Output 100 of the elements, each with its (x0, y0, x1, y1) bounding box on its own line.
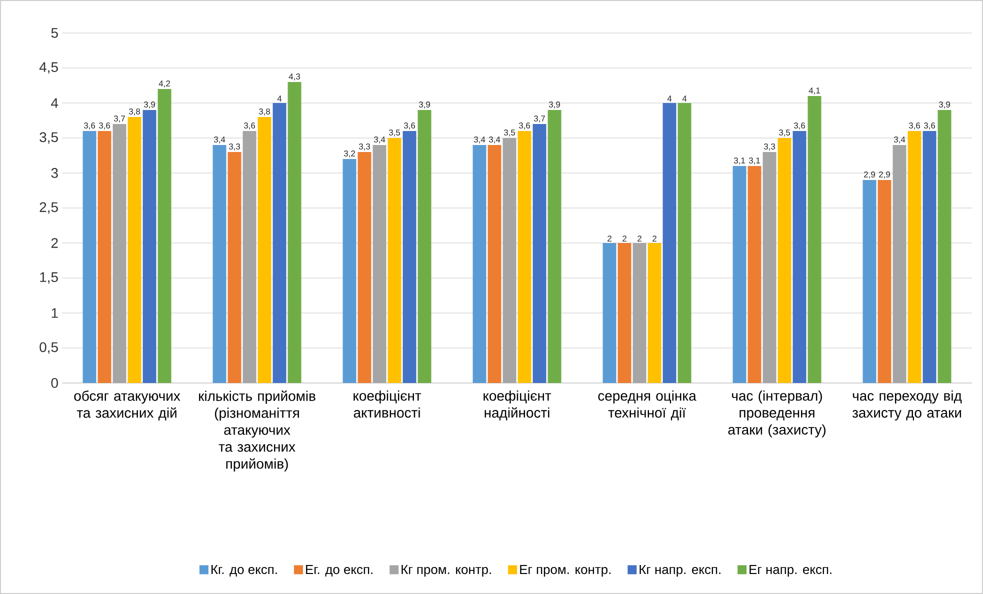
y-tick-label: 0,5 (40, 342, 58, 354)
legend-label: Ег пром. контр. (520, 565, 610, 577)
bar (532, 124, 546, 383)
y-tick-label: 2 (51, 238, 58, 248)
bar (808, 96, 822, 383)
x-tick-label: кількість прийомів (різноманіття атакуючих та захисних прийомів) (199, 390, 316, 472)
bar (358, 152, 372, 383)
x-tick-label: середня оцінка технічної дії (598, 390, 696, 420)
bar (632, 242, 646, 383)
bar (648, 242, 662, 383)
data-label: 3,3 (228, 144, 240, 150)
bar (388, 138, 402, 383)
bar (762, 152, 776, 383)
data-label: 3,6 (794, 122, 806, 130)
bar (908, 130, 922, 383)
bar (402, 130, 416, 383)
legend-label: Кг пром. контр. (402, 565, 491, 577)
legend-label: Ег. до експ. (306, 565, 372, 577)
data-label: 3,9 (938, 102, 950, 108)
data-label: 3,8 (128, 108, 140, 116)
data-label: 4,3 (288, 74, 300, 80)
data-label: 3,6 (98, 122, 110, 130)
bar (792, 130, 806, 383)
y-tick-label: 4,5 (39, 62, 58, 74)
bar (288, 82, 302, 383)
data-label: 3,9 (418, 102, 430, 108)
data-label: 2,9 (864, 172, 875, 178)
data-label: 3,6 (404, 122, 416, 130)
bar (212, 144, 226, 383)
data-label: 3,3 (764, 144, 776, 150)
data-label: 3,7 (114, 116, 125, 122)
x-tick-label: коефіцієнт активності (354, 390, 422, 418)
data-label: 2,9 (879, 172, 890, 178)
y-tick-label: 3,5 (40, 132, 58, 144)
data-label: 3,9 (548, 102, 560, 108)
data-label: 3,4 (214, 136, 226, 144)
bar (258, 116, 272, 383)
data-label: 2 (608, 236, 612, 242)
data-label: 3,5 (388, 130, 400, 136)
y-tick-label: 1,5 (40, 272, 58, 284)
data-label: 3,4 (488, 136, 500, 144)
bar (82, 130, 96, 383)
y-tick-label: 5 (51, 28, 58, 38)
x-tick-label: час (інтервал) проведення атаки (захисту) (728, 390, 826, 438)
y-tick-label: 4 (51, 98, 58, 108)
data-label: 3,6 (244, 122, 256, 130)
y-tick-label: 3 (51, 168, 58, 178)
bar (128, 116, 142, 383)
data-label: 3,5 (778, 130, 790, 136)
bar (748, 166, 762, 383)
bar (662, 102, 676, 383)
bar (618, 242, 632, 383)
data-label: 2 (638, 236, 642, 242)
legend-label: Кг. до експ. (212, 565, 277, 577)
bar (502, 138, 516, 383)
y-tick-label: 1 (52, 308, 58, 318)
bar (678, 102, 692, 383)
data-label: 3,6 (908, 122, 920, 130)
bar (142, 110, 156, 383)
data-label: 3,4 (374, 136, 386, 144)
legend-label: Ег напр. експ. (750, 565, 832, 577)
bar (272, 102, 286, 383)
bar (518, 130, 532, 383)
bar (112, 124, 126, 383)
y-tick-label: 2,5 (40, 202, 58, 214)
bar (862, 180, 876, 383)
bar (342, 158, 356, 383)
legend-label: Кг напр. експ. (640, 565, 720, 577)
x-tick-label: час переходу від захисту до атаки (852, 390, 962, 420)
data-label: 4 (682, 96, 687, 102)
bar (158, 88, 172, 383)
data-label: 3,4 (474, 136, 486, 144)
bar (602, 242, 616, 383)
data-label: 2 (652, 236, 656, 242)
bar (548, 110, 562, 383)
data-label: 2 (622, 236, 626, 242)
bar (922, 130, 936, 383)
bar (242, 130, 256, 383)
data-label: 3,1 (734, 158, 745, 164)
data-label: 3,2 (344, 150, 355, 158)
x-tick-label: обсяг атакуючих та захисних дій (74, 390, 180, 420)
data-label: 3,6 (84, 122, 96, 130)
data-label: 4,2 (158, 80, 170, 88)
bar (878, 180, 892, 383)
data-label: 4 (667, 96, 672, 102)
y-tick-label: 0 (51, 378, 58, 388)
bar (472, 144, 486, 383)
bar (778, 138, 792, 383)
data-label: 3,4 (894, 136, 906, 144)
data-label: 3,1 (748, 158, 760, 164)
bar (98, 130, 112, 383)
bar (418, 110, 432, 383)
bar (732, 166, 746, 383)
bar (488, 144, 502, 383)
data-label: 3,8 (258, 108, 270, 116)
bar (372, 144, 386, 383)
bar (228, 152, 242, 383)
bar (938, 110, 952, 383)
data-label: 3,7 (534, 116, 545, 122)
data-label: 3,6 (518, 122, 530, 130)
